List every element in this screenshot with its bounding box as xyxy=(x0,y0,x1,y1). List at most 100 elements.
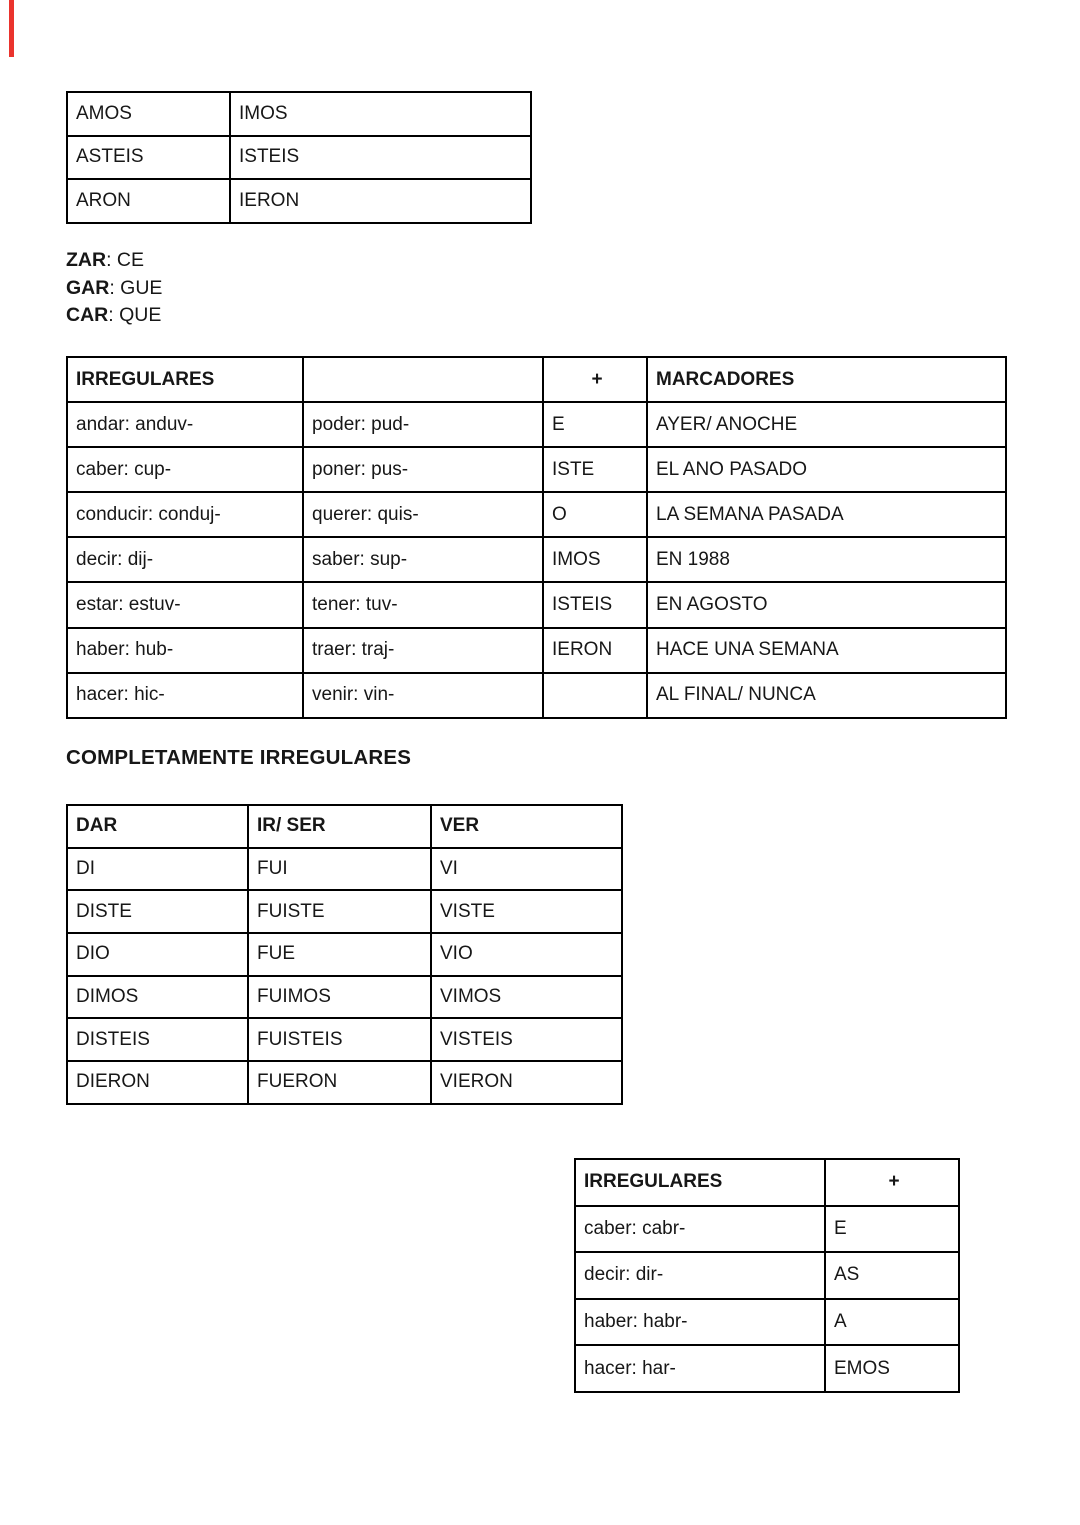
future-irregulars-table: IRREGULARES + caber: cabr- E decir: dir-… xyxy=(574,1158,960,1393)
table-cell: saber: sup- xyxy=(302,536,544,584)
table-row: ASTEIS ISTEIS xyxy=(66,134,532,181)
table-cell: caber: cup- xyxy=(66,446,304,494)
table-cell: FUERON xyxy=(247,1060,432,1105)
column-header-cell: + xyxy=(824,1158,960,1207)
red-caret-annotation xyxy=(9,0,14,57)
table-row: DIMOS FUIMOS VIMOS xyxy=(66,974,623,1020)
table-cell: DISTEIS xyxy=(66,1017,249,1063)
table-cell: querer: quis- xyxy=(302,491,544,539)
table-cell: ISTEIS xyxy=(229,134,532,181)
table-cell: IMOS xyxy=(542,536,648,584)
preterite-irregulars-table: IRREGULARES + MARCADORES andar: anduv- p… xyxy=(66,355,1007,719)
table-cell: EMOS xyxy=(824,1344,960,1393)
spelling-rule-line: CAR: QUE xyxy=(66,302,162,330)
table-cell: FUISTEIS xyxy=(247,1017,432,1063)
table-cell: haber: hub- xyxy=(66,626,304,674)
column-header-cell: VER xyxy=(430,804,623,849)
table-cell: O xyxy=(542,491,648,539)
table-cell: conducir: conduj- xyxy=(66,491,304,539)
table-row: conducir: conduj- querer: quis- O LA SEM… xyxy=(66,491,1007,539)
table-cell: VISTE xyxy=(430,889,623,935)
table-cell xyxy=(542,671,648,719)
table-row: DIERON FUERON VIERON xyxy=(66,1060,623,1105)
rule-prefix: ZAR xyxy=(66,249,107,271)
rule-prefix: CAR xyxy=(66,304,109,327)
column-header-cell: IR/ SER xyxy=(247,804,432,849)
table-header-row: IRREGULARES + xyxy=(574,1158,960,1207)
table-row: hacer: har- EMOS xyxy=(574,1344,960,1393)
table-cell: VI xyxy=(430,846,623,892)
table-row: caber: cabr- E xyxy=(574,1204,960,1254)
spelling-rules: ZAR: CE GAR: GUE CAR: QUE xyxy=(66,247,162,330)
table-cell: ASTEIS xyxy=(66,134,231,181)
table-cell: FUIMOS xyxy=(247,974,432,1020)
table-cell: DIERON xyxy=(66,1060,249,1105)
table-cell: HACE UNA SEMANA xyxy=(646,626,1007,674)
table-row: decir: dir- AS xyxy=(574,1251,960,1300)
table-row: DI FUI VI xyxy=(66,846,623,892)
table-cell: hacer: hic- xyxy=(66,671,304,719)
table-row: DISTE FUISTE VISTE xyxy=(66,889,623,935)
table-cell: FUISTE xyxy=(247,889,432,935)
preterite-endings-table: AMOS IMOS ASTEIS ISTEIS ARON IERON xyxy=(66,91,532,224)
column-header-cell: + xyxy=(542,355,648,404)
table-cell: ISTE xyxy=(542,446,648,494)
table-cell: AYER/ ANOCHE xyxy=(646,401,1007,449)
table-row: DIO FUE VIO xyxy=(66,932,623,977)
column-header-cell: IRREGULARES xyxy=(574,1158,826,1207)
table-cell: IERON xyxy=(229,178,532,224)
table-cell: AL FINAL/ NUNCA xyxy=(646,671,1007,719)
table-row: haber: hub- traer: traj- IERON HACE UNA … xyxy=(66,626,1007,674)
table-cell: ARON xyxy=(66,178,231,224)
table-row: haber: habr- A xyxy=(574,1297,960,1347)
table-cell: poder: pud- xyxy=(302,401,544,449)
table-cell: VISTEIS xyxy=(430,1017,623,1063)
table-cell: EN 1988 xyxy=(646,536,1007,584)
rule-rest: : CE xyxy=(106,249,145,271)
column-header-cell: MARCADORES xyxy=(646,355,1007,404)
column-header-cell xyxy=(302,355,544,404)
table-cell: decir: dir- xyxy=(574,1251,826,1300)
table-cell: traer: traj- xyxy=(302,626,544,674)
table-row: hacer: hic- venir: vin- AL FINAL/ NUNCA xyxy=(66,671,1007,719)
table-cell: IERON xyxy=(542,626,648,674)
column-header-cell: IRREGULARES xyxy=(66,355,304,404)
table-row: caber: cup- poner: pus- ISTE EL ANO PASA… xyxy=(66,446,1007,494)
column-header-cell: DAR xyxy=(66,804,249,849)
table-cell: venir: vin- xyxy=(302,671,544,719)
rule-prefix: GAR xyxy=(66,276,110,299)
table-cell: VIMOS xyxy=(430,974,623,1020)
table-cell: AMOS xyxy=(66,91,231,137)
table-cell: DIO xyxy=(66,932,249,977)
section-heading: COMPLETAMENTE IRREGULARES xyxy=(66,746,412,769)
table-row: estar: estuv- tener: tuv- ISTEIS EN AGOS… xyxy=(66,581,1007,629)
table-row: DISTEIS FUISTEIS VISTEIS xyxy=(66,1017,623,1063)
table-cell: DI xyxy=(66,846,249,892)
rule-rest: : QUE xyxy=(108,304,162,327)
table-cell: poner: pus- xyxy=(302,446,544,494)
table-cell: FUE xyxy=(247,932,432,977)
table-cell: andar: anduv- xyxy=(66,401,304,449)
table-cell: E xyxy=(824,1204,960,1254)
table-row: AMOS IMOS xyxy=(66,91,532,137)
table-cell: A xyxy=(824,1297,960,1347)
rule-rest: : GUE xyxy=(109,276,163,299)
table-cell: tener: tuv- xyxy=(302,581,544,629)
table-cell: DIMOS xyxy=(66,974,249,1020)
table-row: andar: anduv- poder: pud- E AYER/ ANOCHE xyxy=(66,401,1007,449)
spelling-rule-line: GAR: GUE xyxy=(66,275,162,303)
table-cell: decir: dij- xyxy=(66,536,304,584)
table-cell: AS xyxy=(824,1251,960,1300)
table-cell: LA SEMANA PASADA xyxy=(646,491,1007,539)
table-cell: IMOS xyxy=(229,91,532,137)
table-cell: hacer: har- xyxy=(574,1344,826,1393)
spelling-rule-line: ZAR: CE xyxy=(66,247,162,275)
table-cell: estar: estuv- xyxy=(66,581,304,629)
table-cell: EL ANO PASADO xyxy=(646,446,1007,494)
table-cell: FUI xyxy=(247,846,432,892)
table-row: decir: dij- saber: sup- IMOS EN 1988 xyxy=(66,536,1007,584)
table-cell: VIERON xyxy=(430,1060,623,1105)
table-cell: EN AGOSTO xyxy=(646,581,1007,629)
table-header-row: DAR IR/ SER VER xyxy=(66,804,623,849)
